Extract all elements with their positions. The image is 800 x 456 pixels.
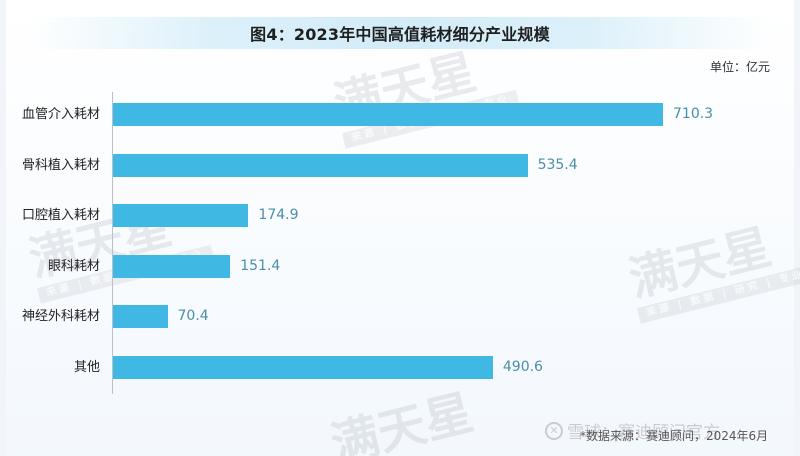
- bar-row: 血管介入耗材 710.3: [0, 103, 800, 126]
- y-axis-line: [112, 92, 113, 394]
- title-banner: 图4：2023年中国高值耗材细分产业规模: [30, 17, 770, 49]
- value-label: 70.4: [177, 308, 209, 325]
- value-label: 174.9: [258, 207, 299, 224]
- category-label: 骨科植入耗材: [21, 157, 100, 173]
- bar-row: 其他 490.6: [0, 356, 800, 379]
- bar-row: 骨科植入耗材 535.4: [0, 153, 800, 177]
- bar: [113, 153, 528, 177]
- category-label: 口腔植入耗材: [21, 208, 100, 224]
- chart-title: 图4：2023年中国高值耗材细分产业规模: [250, 25, 550, 44]
- data-source: *数据来源：赛迪顾问，2024年6月: [580, 429, 769, 443]
- category-label: 神经外科耗材: [21, 309, 100, 325]
- category-label: 眼科耗材: [47, 258, 100, 274]
- xueqiu-logo-icon: ✕: [545, 421, 563, 440]
- value-label: 710.3: [673, 106, 714, 122]
- bar: [113, 254, 231, 278]
- platform-watermark-text: 雪球：赛迪顾问官方: [567, 423, 720, 443]
- value-label: 151.4: [240, 257, 281, 274]
- bar: [113, 204, 249, 228]
- bar-row: 口腔植入耗材 174.9: [0, 204, 800, 228]
- unit-label: 单位：亿元: [709, 60, 770, 74]
- category-label: 血管介入耗材: [21, 107, 100, 122]
- category-label: 其他: [73, 360, 100, 375]
- bar: [113, 103, 663, 126]
- bar: [113, 305, 168, 329]
- value-label: 490.6: [502, 359, 543, 375]
- value-label: 535.4: [537, 156, 578, 173]
- bar-row: 眼科耗材 151.4: [0, 254, 800, 278]
- platform-watermark: ✕ 雪球：赛迪顾问官方: [545, 418, 720, 443]
- bar-row: 神经外科耗材 70.4: [0, 305, 800, 329]
- bar: [113, 356, 493, 379]
